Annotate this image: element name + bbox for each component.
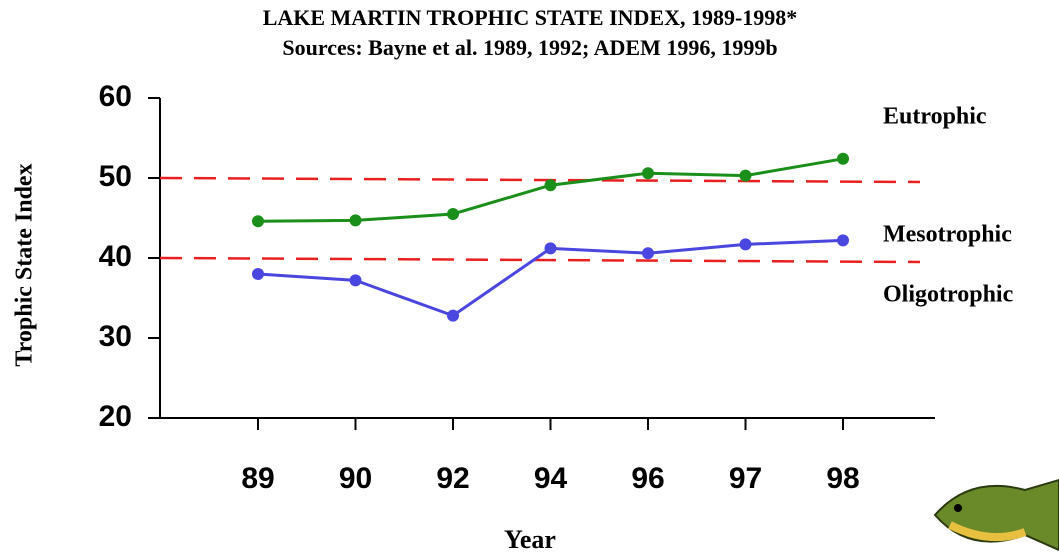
- fish-icon: [933, 478, 1059, 552]
- data-point: [447, 309, 459, 322]
- data-point: [739, 169, 752, 182]
- data-point: [837, 234, 849, 247]
- data-point: [349, 274, 362, 287]
- annotation: Oligotrophic: [883, 282, 1014, 308]
- y-axis-label: Trophic State Index: [12, 163, 38, 366]
- x-axis-label: Year: [504, 525, 556, 554]
- data-point: [349, 214, 362, 227]
- data-point: [642, 247, 654, 260]
- y-tick-label: 30: [99, 320, 132, 353]
- data-point: [544, 242, 557, 255]
- x-tick-label: 96: [631, 462, 664, 495]
- x-tick-label: 94: [534, 462, 568, 495]
- data-point: [447, 208, 459, 220]
- y-tick-label: 40: [99, 240, 132, 273]
- chart-title: LAKE MARTIN TROPHIC STATE INDEX, 1989-19…: [263, 5, 798, 30]
- data-point: [739, 238, 752, 251]
- x-tick-label: 97: [729, 462, 762, 495]
- data-point: [544, 179, 557, 192]
- x-tick-label: 90: [339, 462, 372, 495]
- y-tick-label: 20: [99, 400, 132, 433]
- reference-line: [159, 256, 921, 264]
- data-point: [837, 152, 849, 165]
- data-point: [252, 215, 264, 228]
- chart-subtitle: Sources: Bayne et al. 1989, 1992; ADEM 1…: [282, 35, 777, 60]
- data-point: [642, 167, 654, 180]
- x-tick-label: 92: [436, 462, 469, 495]
- annotation: Mesotrophic: [883, 222, 1012, 248]
- data-point: [252, 268, 264, 280]
- reference-line: [159, 176, 921, 184]
- x-tick-label: 89: [241, 462, 274, 495]
- x-tick-label: 98: [826, 462, 859, 495]
- y-tick-label: 60: [99, 80, 132, 113]
- y-tick-label: 50: [99, 160, 132, 193]
- annotation: Eutrophic: [883, 104, 987, 130]
